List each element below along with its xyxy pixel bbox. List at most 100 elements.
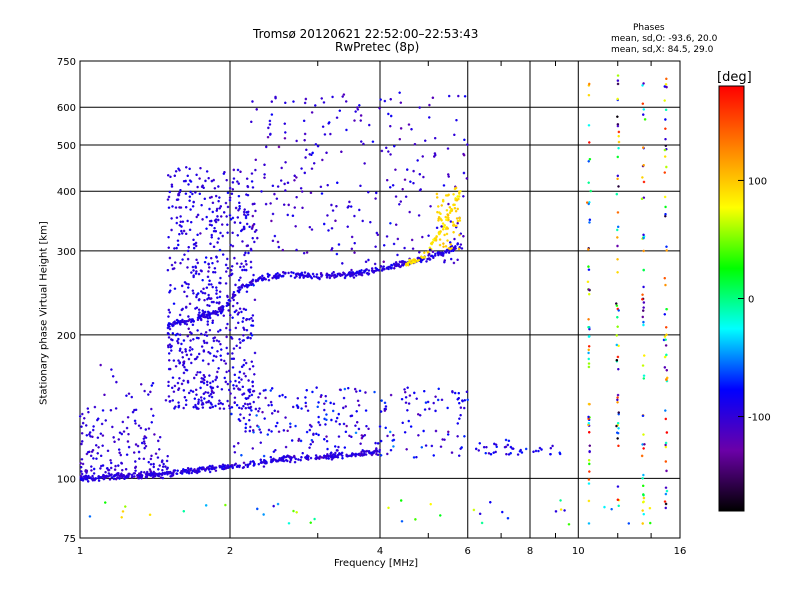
echo-dot <box>184 348 187 351</box>
echo-dot <box>177 401 180 404</box>
echo-dot <box>221 463 225 466</box>
echo-dot <box>151 381 155 385</box>
echo-dot <box>246 213 250 216</box>
echo-dot <box>663 85 666 88</box>
echo-dot <box>228 214 232 217</box>
echo-dot <box>232 291 236 294</box>
echo-dot <box>157 439 160 443</box>
echo-dot <box>251 214 254 218</box>
echo-dot <box>443 233 446 237</box>
echo-dot <box>642 164 645 167</box>
echo-dot <box>196 471 199 475</box>
echo-dot <box>210 233 213 237</box>
echo-dot <box>587 124 591 127</box>
echo-dot <box>242 416 246 420</box>
echo-dot <box>210 179 214 183</box>
y-tick-label: 750 <box>57 57 76 68</box>
echo-dot <box>587 478 591 481</box>
echo-dot <box>524 447 528 451</box>
echo-dot <box>412 456 416 459</box>
echo-dot <box>206 297 209 301</box>
echo-dot <box>642 374 646 377</box>
echo-dot <box>237 418 241 421</box>
echo-dot <box>238 307 242 310</box>
echo-dot <box>341 454 344 457</box>
echo-dot <box>407 123 411 126</box>
echo-dot <box>158 435 162 439</box>
echo-dot <box>642 433 645 436</box>
echo-dot <box>202 349 206 352</box>
echo-dot <box>489 453 493 456</box>
echo-dot <box>278 394 281 398</box>
echo-dot <box>167 395 171 398</box>
echo-dot <box>189 208 192 211</box>
echo-dot <box>226 302 229 305</box>
echo-dot <box>270 100 273 103</box>
echo-dot <box>178 169 181 172</box>
echo-dot <box>196 355 199 359</box>
echo-dot <box>175 472 179 476</box>
echo-dot <box>437 216 441 219</box>
echo-dot <box>212 310 215 313</box>
echo-dot <box>95 457 98 460</box>
echo-dot <box>138 472 141 475</box>
echo-dot <box>201 309 204 312</box>
echo-dot <box>114 407 118 410</box>
echo-dot <box>218 310 222 313</box>
echo-dot <box>209 381 212 385</box>
echo-dot <box>457 391 460 395</box>
echo-dot <box>246 396 250 400</box>
echo-dot <box>111 375 115 378</box>
echo-dot <box>389 98 392 101</box>
echo-dot <box>303 171 306 175</box>
echo-dot <box>189 467 193 470</box>
echo-dot <box>239 170 242 173</box>
echo-dot <box>273 192 276 196</box>
echo-dot <box>254 280 258 283</box>
echo-dot <box>87 411 90 414</box>
echo-dot <box>372 271 375 274</box>
echo-dot <box>264 278 267 281</box>
echo-dot <box>449 209 452 213</box>
echo-dot <box>199 396 203 399</box>
echo-dot <box>617 130 621 134</box>
echo-dot <box>176 339 179 343</box>
echo-dot <box>559 499 562 502</box>
echo-dot <box>588 218 592 221</box>
echo-dot <box>393 144 396 148</box>
echo-dot <box>202 287 205 291</box>
echo-dot <box>351 273 354 276</box>
echo-dot <box>215 256 218 259</box>
echo-dot <box>292 100 295 103</box>
echo-dot <box>311 440 315 444</box>
echo-dot <box>330 274 333 278</box>
echo-dot <box>450 257 453 261</box>
echo-dot <box>201 467 205 470</box>
echo-dot <box>310 167 314 170</box>
echo-dot <box>323 408 326 412</box>
echo-dot <box>360 271 364 275</box>
echo-dot <box>665 165 668 169</box>
echo-dot <box>262 389 265 392</box>
echo-dot <box>187 286 190 289</box>
echo-dot <box>616 325 619 328</box>
echo-dot <box>237 321 240 325</box>
phase-heading: Phases <box>633 23 665 33</box>
echo-dot <box>664 83 668 86</box>
echo-dot <box>294 225 297 228</box>
echo-dot <box>349 454 352 457</box>
echo-dot <box>458 417 461 420</box>
echo-dot <box>295 248 298 252</box>
echo-dot <box>194 191 197 194</box>
echo-dot <box>182 371 186 375</box>
echo-dot <box>338 109 342 112</box>
echo-dot <box>447 173 450 176</box>
echo-dot <box>166 269 170 272</box>
echo-dot <box>617 344 620 348</box>
echo-dot <box>195 336 199 340</box>
echo-dot <box>387 150 390 153</box>
echo-dot <box>271 276 274 280</box>
echo-dot <box>200 377 203 380</box>
echo-dot <box>170 185 174 188</box>
echo-dot <box>244 259 247 263</box>
